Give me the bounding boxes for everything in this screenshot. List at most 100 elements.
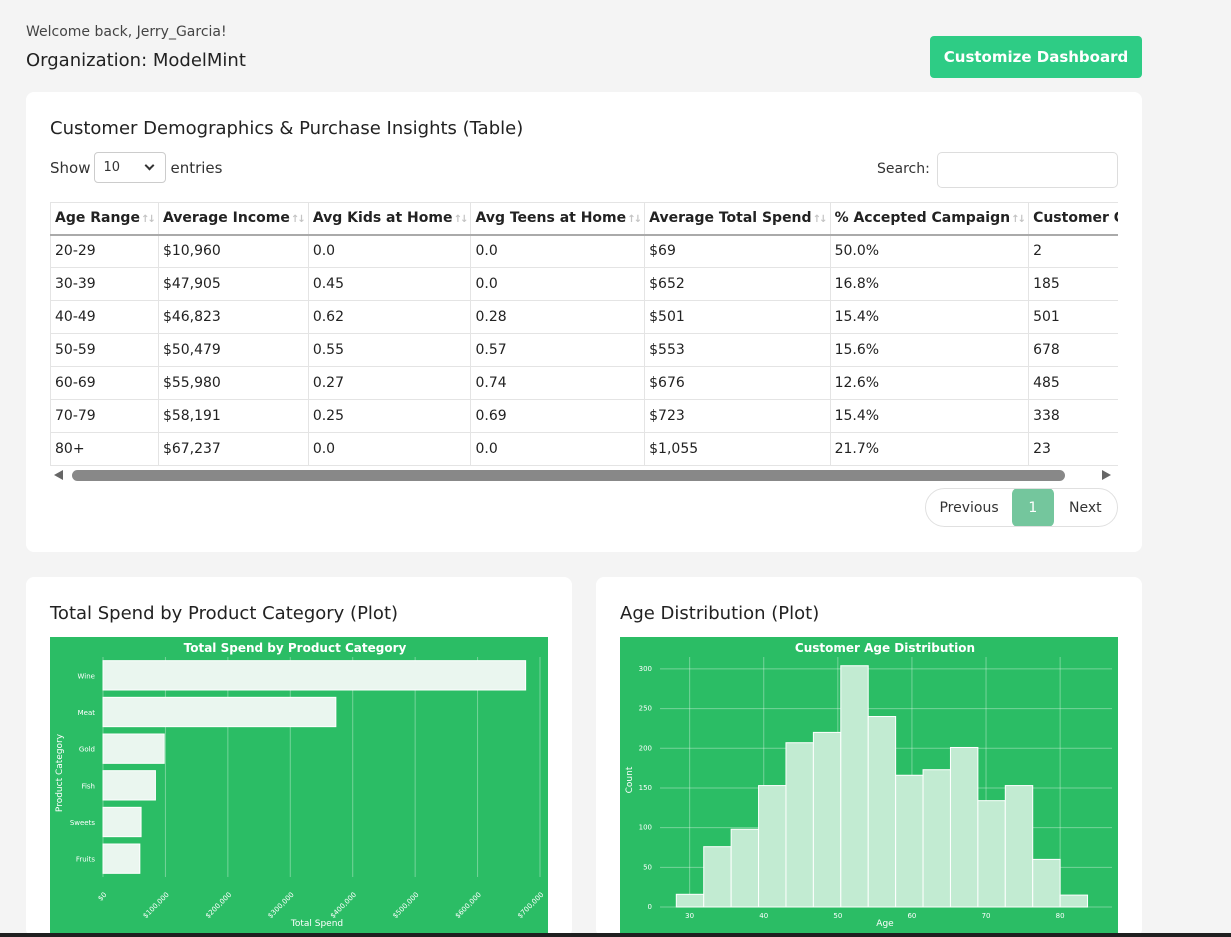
table-cell: $501: [644, 300, 831, 334]
histogram-bar: [703, 846, 732, 908]
bar: [102, 843, 141, 874]
column-header-avg-kids[interactable]: Avg Kids at Home ↑↓: [307, 202, 472, 236]
table-cell: 80+: [50, 432, 159, 466]
x-tick-label: 60: [907, 912, 916, 920]
y-tick-label: 100: [639, 824, 652, 832]
bar: [102, 696, 337, 728]
x-tick-label: 30: [685, 912, 694, 920]
table-cell: $55,980: [157, 366, 309, 400]
y-tick-label: Fruits: [76, 856, 96, 864]
x-tick-label: 40: [759, 912, 768, 920]
table-row: 80+ $67,237 0.0 0.0 $1,055 21.7% 23: [50, 432, 1118, 466]
column-header-average-income[interactable]: Average Income ↑↓: [157, 202, 309, 236]
bar: [102, 660, 527, 691]
sort-icon: ↑↓: [453, 214, 469, 225]
x-tick-label: $200,000: [204, 891, 233, 920]
sort-icon: ↑↓: [1011, 214, 1026, 225]
y-tick-label: Fish: [81, 782, 95, 790]
pagination: Previous 1 Next: [925, 488, 1118, 527]
table-row: 70-79 $58,191 0.25 0.69 $723 15.4% 338: [50, 399, 1118, 433]
column-header-average-total-spend[interactable]: Average Total Spend ↑↓: [644, 202, 831, 236]
scroll-left-arrow-icon[interactable]: [54, 470, 63, 480]
table-cell: 0.25: [307, 399, 472, 433]
table-cell: 15.4%: [829, 300, 1030, 334]
x-tick-label: 80: [1056, 912, 1065, 920]
horizontal-scrollbar[interactable]: [72, 470, 1065, 481]
column-header-avg-teens[interactable]: Avg Teens at Home ↑↓: [470, 202, 646, 236]
table-cell: $58,191: [157, 399, 309, 433]
age-chart: Customer Age Distribution Age Count 0 50 1…: [625, 641, 1112, 929]
table-cell: 50.0%: [829, 234, 1030, 268]
histogram-bar: [949, 746, 979, 908]
histogram-bar: [758, 785, 787, 908]
table-cell: 185: [1028, 267, 1118, 301]
y-axis-label: Count: [625, 766, 635, 793]
table-cell: $10,960: [157, 234, 309, 268]
column-header-customer-count[interactable]: Customer Count↑↓: [1028, 202, 1118, 236]
organization-name: Organization: ModelMint: [26, 50, 246, 71]
y-tick-label: 250: [639, 705, 652, 713]
sort-icon: ↑↓: [627, 214, 642, 225]
sort-icon: ↑↓: [141, 214, 156, 225]
next-page-button[interactable]: Next: [1069, 499, 1102, 516]
table-cell: 485: [1028, 366, 1118, 400]
age-plot-card: Age Distribution (Plot) Customer Age Dis…: [596, 577, 1142, 937]
table-cell: 338: [1028, 399, 1118, 433]
table-cell: 0.28: [470, 300, 646, 334]
histogram-bar: [785, 742, 814, 908]
x-tick-label: $500,000: [391, 891, 420, 920]
table-cell: 501: [1028, 300, 1118, 334]
x-tick-label: $400,000: [329, 891, 358, 920]
table-cell: 70-79: [50, 399, 159, 433]
page-length-select[interactable]: 10: [94, 152, 167, 183]
age-plot-card-title: Age Distribution (Plot): [620, 603, 820, 624]
sort-icon: ↑↓: [291, 214, 306, 225]
table-cell: 0.62: [307, 300, 472, 334]
histogram-bar: [977, 800, 1006, 908]
table-cell: 21.7%: [829, 432, 1030, 466]
table-row: 40-49 $46,823 0.62 0.28 $501 15.4% 501: [50, 300, 1118, 334]
x-tick-label: $0: [96, 891, 108, 903]
bottom-border: [0, 933, 1231, 937]
table-cell: 23: [1028, 432, 1118, 466]
table-cell: 0.0: [307, 234, 472, 268]
table-cell: $553: [644, 333, 831, 367]
previous-page-button[interactable]: Previous: [939, 499, 999, 516]
spend-plot-image: Total Spend by Product Category Total Sp…: [50, 637, 548, 933]
table-cell: $46,823: [157, 300, 309, 334]
x-tick-label: $300,000: [266, 891, 295, 920]
customize-dashboard-button[interactable]: Customize Dashboard: [930, 36, 1142, 78]
table-card: Customer Demographics & Purchase Insight…: [26, 92, 1142, 552]
x-tick-label: 70: [982, 912, 991, 920]
histogram-bar: [675, 893, 705, 908]
table-cell: 15.6%: [829, 333, 1030, 367]
histogram-bar: [1032, 858, 1061, 908]
table-row: 60-69 $55,980 0.27 0.74 $676 12.6% 485: [50, 366, 1118, 400]
table-header-row: Age Range ↑↓ Average Income ↑↓ Avg Kids at…: [50, 202, 1118, 236]
column-header-accepted-campaign[interactable]: % Accepted Campaign ↑↓: [829, 202, 1030, 236]
table-cell: 0.55: [307, 333, 472, 367]
spend-plot-card: Total Spend by Product Category (Plot) T…: [26, 577, 572, 937]
column-header-age-range[interactable]: Age Range ↑↓: [50, 202, 159, 236]
search-label: Search:: [877, 161, 930, 177]
bar: [102, 733, 165, 764]
table-row: 50-59 $50,479 0.55 0.57 $553 15.6% 678: [50, 333, 1118, 367]
table-cell: 0.69: [470, 399, 646, 433]
table-cell: $723: [644, 399, 831, 433]
bar: [102, 806, 142, 838]
table-cell: 40-49: [50, 300, 159, 334]
table-cell: 0.0: [470, 432, 646, 466]
table-cell: 20-29: [50, 234, 159, 268]
page-1-button[interactable]: 1: [1012, 489, 1054, 526]
spend-chart: Total Spend by Product Category Total Sp…: [55, 641, 545, 929]
table-cell: 2: [1028, 234, 1118, 268]
table-card-title: Customer Demographics & Purchase Insight…: [50, 118, 524, 139]
search-input[interactable]: [937, 152, 1118, 188]
x-axis-label: Total Spend: [290, 919, 343, 929]
age-plot-image: Customer Age Distribution Age Count 0 50 1…: [620, 637, 1118, 933]
page-length-control: Show 10 entries: [50, 152, 222, 183]
x-tick-label: $600,000: [454, 891, 483, 920]
scroll-right-arrow-icon[interactable]: [1102, 470, 1111, 480]
table-row: 30-39 $47,905 0.45 0.0 $652 16.8% 185: [50, 267, 1118, 301]
histogram-bar: [867, 716, 897, 908]
